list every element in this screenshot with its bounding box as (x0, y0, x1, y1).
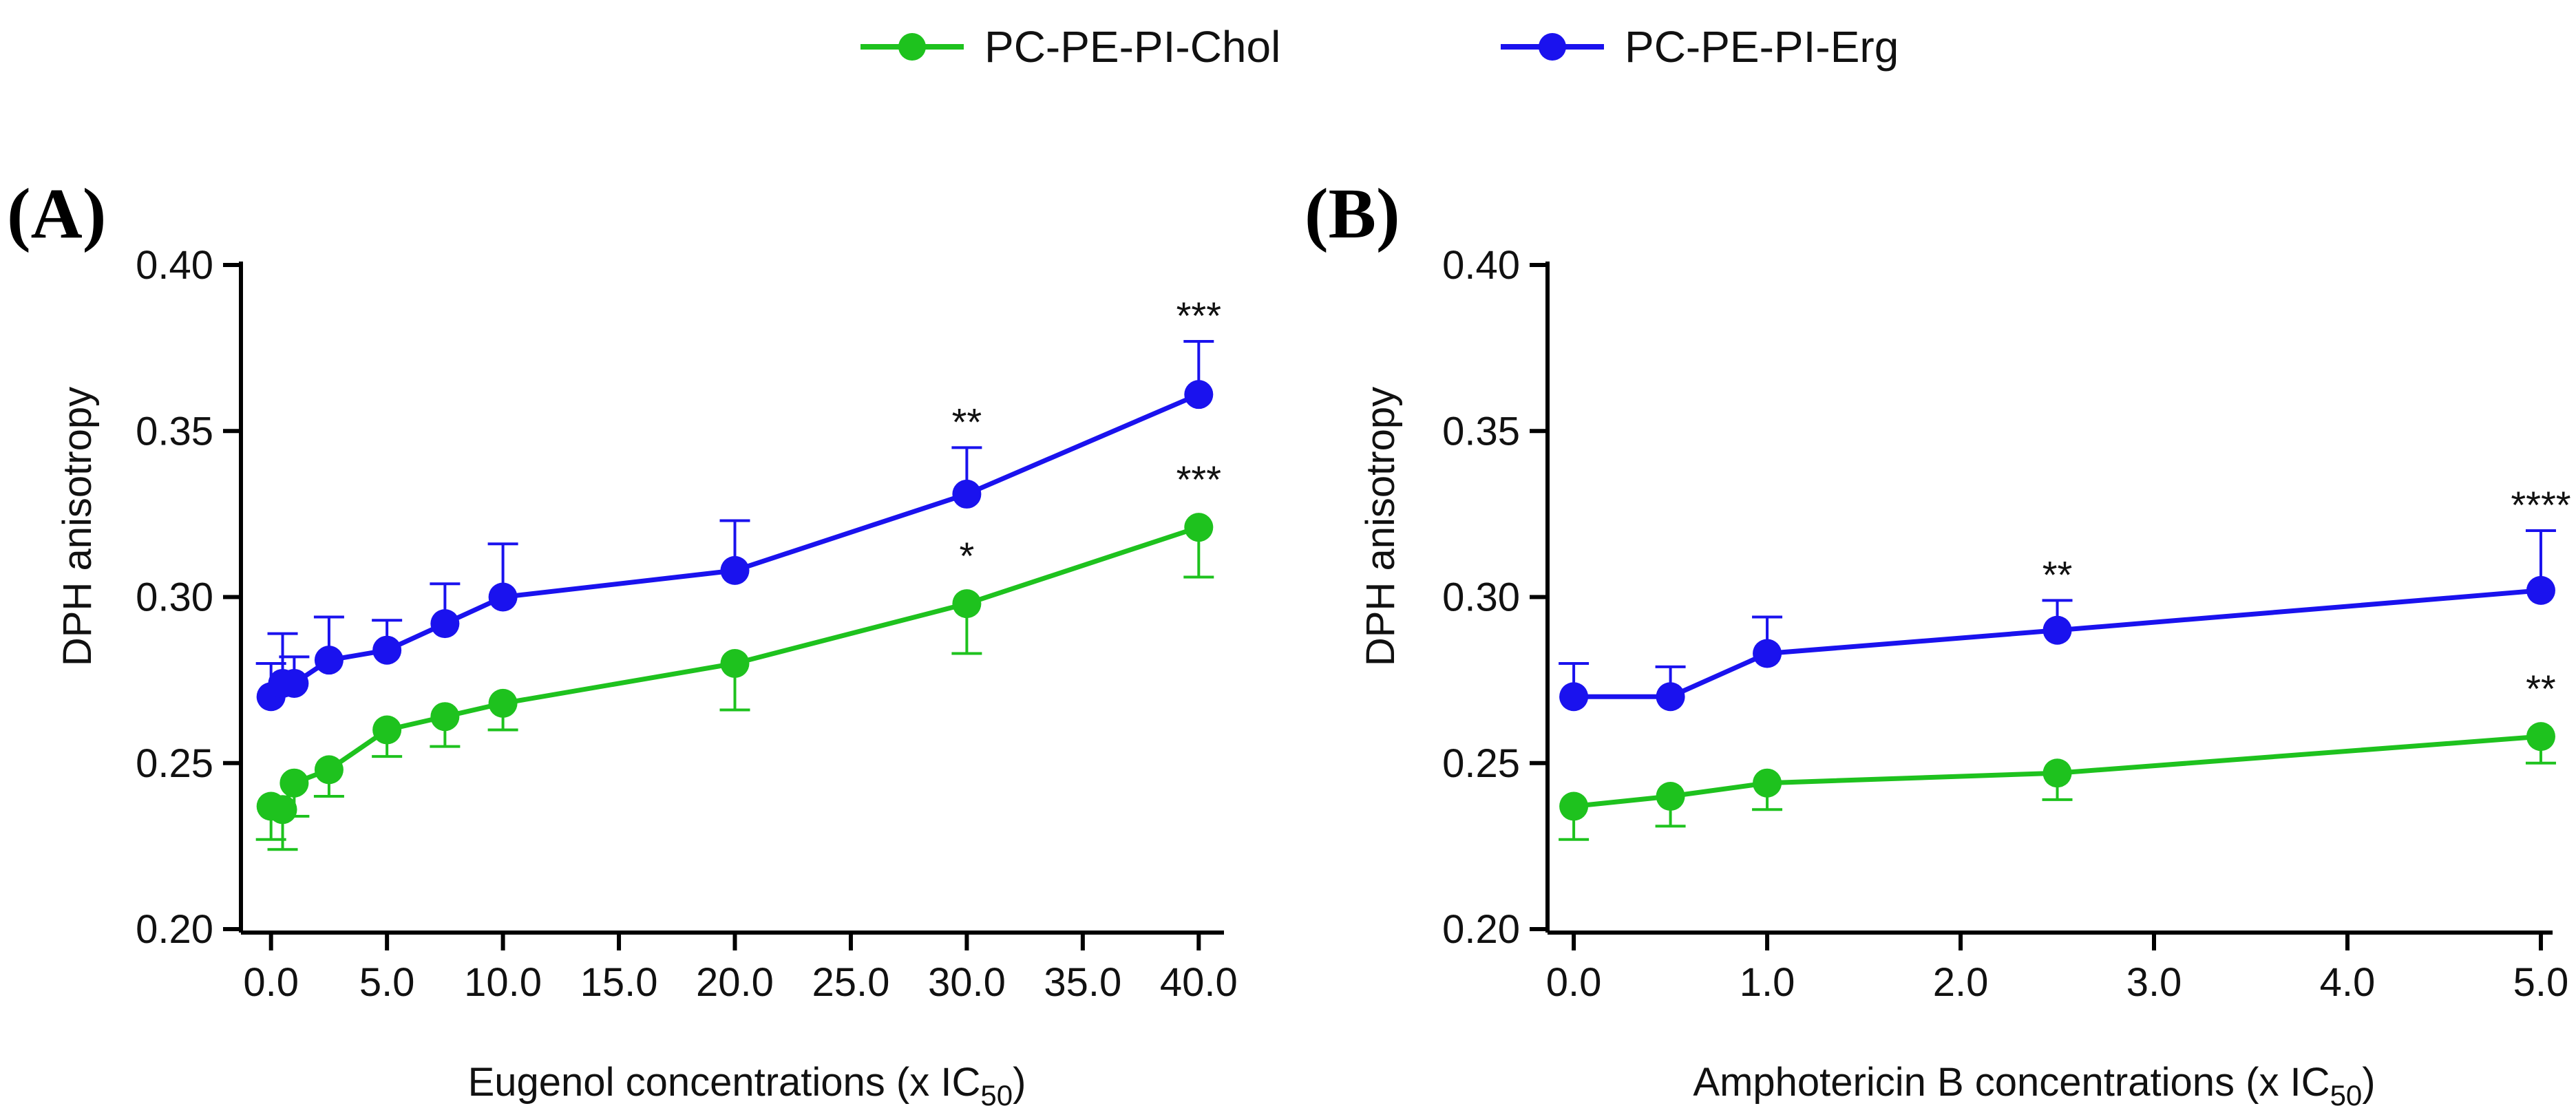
panel-b-ytick-label: 0.35 (1442, 409, 1520, 454)
panel-b-point-erg (1753, 639, 1782, 668)
panel-b-xtick-label: 2.0 (1933, 960, 1989, 1005)
panel-a-point-chol (314, 755, 344, 785)
panel-b-xtick-label: 1.0 (1740, 960, 1795, 1005)
panel-b-xlabel-sub: 50 (2330, 1079, 2363, 1106)
legend: PC-PE-PI-Chol PC-PE-PI-Erg (861, 22, 1899, 72)
legend-label-chol: PC-PE-PI-Chol (984, 22, 1280, 72)
panel-b-xlabel-end: ) (2362, 1060, 2375, 1105)
panel-a-point-erg (314, 646, 344, 675)
panel-b-ylabel: DPH anisotropy (1358, 387, 1403, 666)
panel-a-significance-chol: *** (1176, 458, 1221, 501)
panel-b-point-erg (1559, 682, 1589, 712)
panel-b-point-chol (1753, 768, 1782, 798)
panel-b-point-erg (2042, 615, 2072, 645)
panel-a-series-line-chol (270, 524, 1200, 812)
panel-a-xtick-label: 20.0 (696, 960, 774, 1005)
panel-a-point-chol (268, 795, 297, 825)
panel-b-point-erg (1656, 682, 1685, 712)
panel-a-label: (A) (7, 174, 106, 253)
panel-a-xtick-label: 0.0 (243, 960, 299, 1005)
panel-a-point-chol (488, 688, 518, 718)
panel-b-significance-chol: ** (2526, 667, 2556, 710)
panel-b-point-chol (2042, 758, 2072, 788)
panel-a: (A) DPH anisotropy Eugenol concentration… (7, 174, 1238, 1106)
legend-label-erg: PC-PE-PI-Erg (1625, 22, 1899, 72)
panel-b: (B) DPH anisotropy Amphotericin B concen… (1305, 174, 2571, 1106)
panel-b-significance-erg: **** (2511, 483, 2570, 527)
panel-b-point-chol (2526, 722, 2555, 752)
legend-marker-chol (898, 33, 926, 61)
panel-b-xtick-label: 5.0 (2513, 960, 2569, 1005)
panel-a-point-chol (1184, 513, 1214, 542)
panel-a-ytick-label: 0.35 (136, 409, 213, 454)
panel-a-xlabel-main: Eugenol concentrations (x IC (468, 1060, 981, 1105)
panel-b-ytick-label: 0.40 (1442, 243, 1520, 288)
panel-a-xlabel-end: ) (1013, 1060, 1026, 1105)
panel-a-xlabel: Eugenol concentrations (x IC50) (468, 1060, 1026, 1106)
panel-a-xtick-label: 40.0 (1160, 960, 1238, 1005)
panel-a-point-chol (279, 768, 309, 798)
panel-a-xtick-label: 10.0 (464, 960, 542, 1005)
legend-marker-erg (1539, 33, 1566, 61)
panel-a-xtick-label: 25.0 (812, 960, 890, 1005)
panel-a-point-erg (952, 479, 982, 509)
legend-entry-erg: PC-PE-PI-Erg (1501, 22, 1899, 72)
panel-a-point-chol (952, 589, 982, 619)
panel-b-xlabel-main: Amphotericin B concentrations (x IC (1693, 1060, 2330, 1105)
panel-b-ytick-label: 0.30 (1442, 575, 1520, 620)
panel-b-point-chol (1559, 791, 1589, 821)
panel-a-ylabel: DPH anisotropy (55, 387, 100, 666)
panel-a-ytick-label: 0.20 (136, 907, 213, 952)
panel-b-ytick-label: 0.20 (1442, 907, 1520, 952)
panel-a-point-erg (279, 668, 309, 698)
panel-a-ytick-label: 0.30 (136, 575, 213, 620)
panel-b-point-erg (2526, 575, 2555, 605)
panel-a-xtick-label: 15.0 (580, 960, 658, 1005)
panel-a-ytick-label: 0.25 (136, 741, 213, 786)
panel-a-point-erg (488, 582, 518, 612)
panel-a-significance-erg: *** (1176, 294, 1221, 337)
panel-a-point-erg (430, 609, 460, 639)
panel-a-significance-chol: * (960, 534, 975, 577)
panel-b-xtick-label: 4.0 (2320, 960, 2376, 1005)
panel-a-xtick-label: 30.0 (928, 960, 1006, 1005)
panel-a-point-chol (372, 715, 402, 745)
panel-b-significance-erg: ** (2042, 553, 2073, 596)
panel-b-label: (B) (1305, 174, 1400, 253)
panel-b-xlabel: Amphotericin B concentrations (x IC50) (1693, 1060, 2375, 1106)
panel-a-ytick-label: 0.40 (136, 243, 213, 288)
panel-a-xlabel-sub: 50 (980, 1079, 1013, 1106)
panel-a-significance-erg: ** (952, 400, 982, 443)
panel-b-point-chol (1656, 782, 1685, 811)
panel-a-xtick-label: 35.0 (1044, 960, 1121, 1005)
panel-a-point-erg (372, 635, 402, 665)
panel-a-point-chol (430, 702, 460, 732)
panel-a-point-chol (720, 649, 750, 678)
panel-a-point-erg (1184, 380, 1214, 410)
panel-a-point-erg (720, 555, 750, 585)
panel-b-xtick-label: 0.0 (1546, 960, 1602, 1005)
legend-entry-chol: PC-PE-PI-Chol (861, 22, 1280, 72)
panel-a-xtick-label: 5.0 (359, 960, 415, 1005)
panel-b-ytick-label: 0.25 (1442, 741, 1520, 786)
panel-b-xtick-label: 3.0 (2126, 960, 2182, 1005)
